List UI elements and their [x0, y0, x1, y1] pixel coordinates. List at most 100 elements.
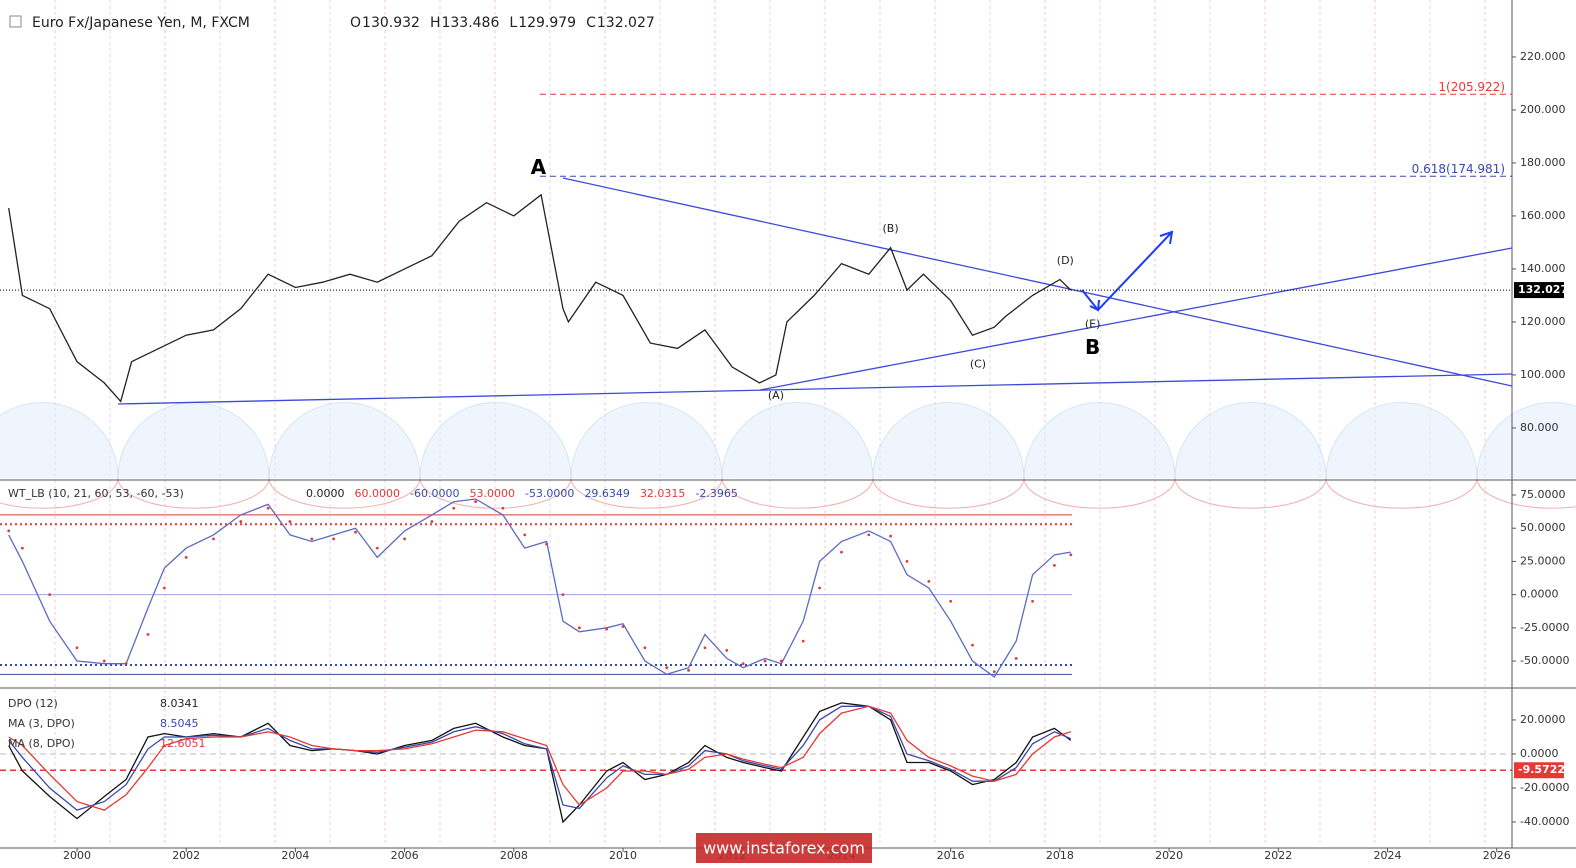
- wave-label: (B): [883, 222, 899, 235]
- wave-label: (E): [1085, 318, 1101, 331]
- cycle-arc: [1174, 402, 1327, 479]
- y-tick-label: 80.000: [1520, 421, 1559, 434]
- x-tick-label: 2018: [1046, 849, 1074, 862]
- indicator-name: MA (3, DPO): [8, 717, 75, 730]
- ohlc-value: 132.027: [597, 15, 655, 31]
- ohlc-value: 133.486: [441, 15, 499, 31]
- y-tick-label: 180.000: [1520, 156, 1566, 169]
- cycle-arc: [419, 402, 572, 479]
- series-dot: [545, 542, 548, 546]
- trendline: [117, 373, 1513, 405]
- series-dot: [741, 662, 745, 666]
- trendlines: [117, 177, 1513, 405]
- series-dot: [332, 537, 336, 541]
- cycle-arc: [570, 477, 723, 509]
- readout-value: -2.3965: [695, 487, 737, 500]
- last-tag: [1514, 282, 1564, 299]
- last-tag: [1514, 762, 1564, 779]
- wave-label: (D): [1057, 254, 1074, 267]
- collapse-button[interactable]: [9, 15, 22, 28]
- readout-value: -60.0000: [410, 487, 459, 500]
- y-tick-label: 0.0000: [1520, 747, 1559, 760]
- y-tick-label: 50.0000: [1520, 521, 1566, 534]
- indicator-title: WT_LB (10, 21, 60, 53, -60, -53): [8, 487, 184, 500]
- readout-value: 53.0000: [469, 487, 515, 500]
- series-dot: [239, 520, 243, 523]
- arrow-head: [1159, 230, 1174, 245]
- series-dot: [905, 560, 909, 563]
- series-dot: [452, 506, 456, 510]
- cycle-arc: [1325, 477, 1478, 509]
- cycle-arc: [872, 402, 1025, 479]
- y-tick-label: -20.0000: [1520, 781, 1569, 794]
- series-dot: [1014, 656, 1018, 660]
- readout-value: 60.0000: [355, 487, 401, 500]
- cycle-arc: [1476, 402, 1576, 479]
- x-tick-label: 2002: [172, 849, 200, 862]
- ohlc-value: 129.979: [518, 15, 576, 31]
- x-tick-label: 2000: [63, 849, 91, 862]
- x-tick-label: 2016: [937, 849, 965, 862]
- y-tick-label: 100.000: [1520, 368, 1566, 381]
- series-dot: [501, 506, 505, 510]
- wave-label: (A): [768, 389, 784, 402]
- series-dot: [971, 643, 974, 647]
- x-tick-label: 2026: [1483, 849, 1511, 862]
- series-dot: [20, 546, 24, 550]
- series-dot: [949, 599, 953, 603]
- wave-label: B: [1085, 335, 1100, 359]
- series-dot: [266, 506, 270, 510]
- series-dot: [75, 646, 79, 650]
- series-dot: [354, 530, 357, 534]
- level-label: 1(205.922): [1438, 80, 1505, 94]
- series-line: [8, 498, 1071, 678]
- series-dot: [375, 546, 379, 550]
- y-tick-label: 75.0000: [1520, 488, 1566, 501]
- wave-label: A: [531, 155, 547, 179]
- series-dot: [561, 593, 565, 597]
- series-dot: [992, 670, 996, 674]
- series-dot: [1031, 599, 1034, 603]
- readout-value: 8.5045: [160, 717, 199, 730]
- x-tick-label: 2024: [1374, 849, 1402, 862]
- y-tick-label: 20.0000: [1520, 713, 1566, 726]
- series-dot: [687, 668, 690, 672]
- cycle-arc: [872, 477, 1025, 509]
- series-dot: [48, 593, 52, 597]
- series-dot: [818, 586, 822, 590]
- ohlc: O 130.932 H 133.486 L 129.979 C 132.027: [350, 15, 655, 31]
- series-dot: [102, 659, 106, 663]
- series-dot: [212, 537, 215, 541]
- series-line: [8, 193, 1072, 403]
- series-dot: [577, 626, 581, 630]
- series-dot: [621, 625, 625, 628]
- cycle-arc: [570, 402, 723, 479]
- readout-value: 12.6051: [160, 737, 206, 750]
- indicator-name: MA (8, DPO): [8, 737, 75, 750]
- series-dot: [867, 533, 871, 537]
- header: Euro Fx/Japanese Yen, M, FXCM O 130.932 H 1…: [9, 15, 655, 31]
- y-tick-label: -50.0000: [1520, 654, 1569, 667]
- cycle-arc: [419, 477, 572, 509]
- arrow-head: [1089, 299, 1100, 312]
- plots: 80.000 100.000 120.000 140.000 160.000 180.00…: [0, 50, 1569, 862]
- series-dot: [288, 520, 292, 523]
- last-label: -9.5722: [1518, 763, 1565, 776]
- trendline: [759, 247, 1513, 391]
- symbol: Euro Fx/Japanese Yen, M, FXCM: [32, 15, 250, 31]
- cycle-arc: [268, 402, 421, 479]
- readout-value: 0.0000: [306, 487, 345, 500]
- series-dot: [779, 659, 783, 663]
- x-tick-label: 2022: [1264, 849, 1292, 862]
- y-tick-label: 140.000: [1520, 262, 1566, 275]
- y-tick-label: 200.000: [1520, 103, 1566, 116]
- series-line: [8, 705, 1071, 811]
- decorations: [0, 0, 1576, 846]
- y-tick-label: -40.0000: [1520, 815, 1569, 828]
- series-dot: [430, 520, 434, 523]
- series-dot: [763, 659, 767, 663]
- readout-value: 29.6349: [584, 487, 630, 500]
- ohlc-label: C: [586, 15, 596, 31]
- last-label: 132.027: [1518, 283, 1568, 296]
- series-dot: [801, 639, 805, 643]
